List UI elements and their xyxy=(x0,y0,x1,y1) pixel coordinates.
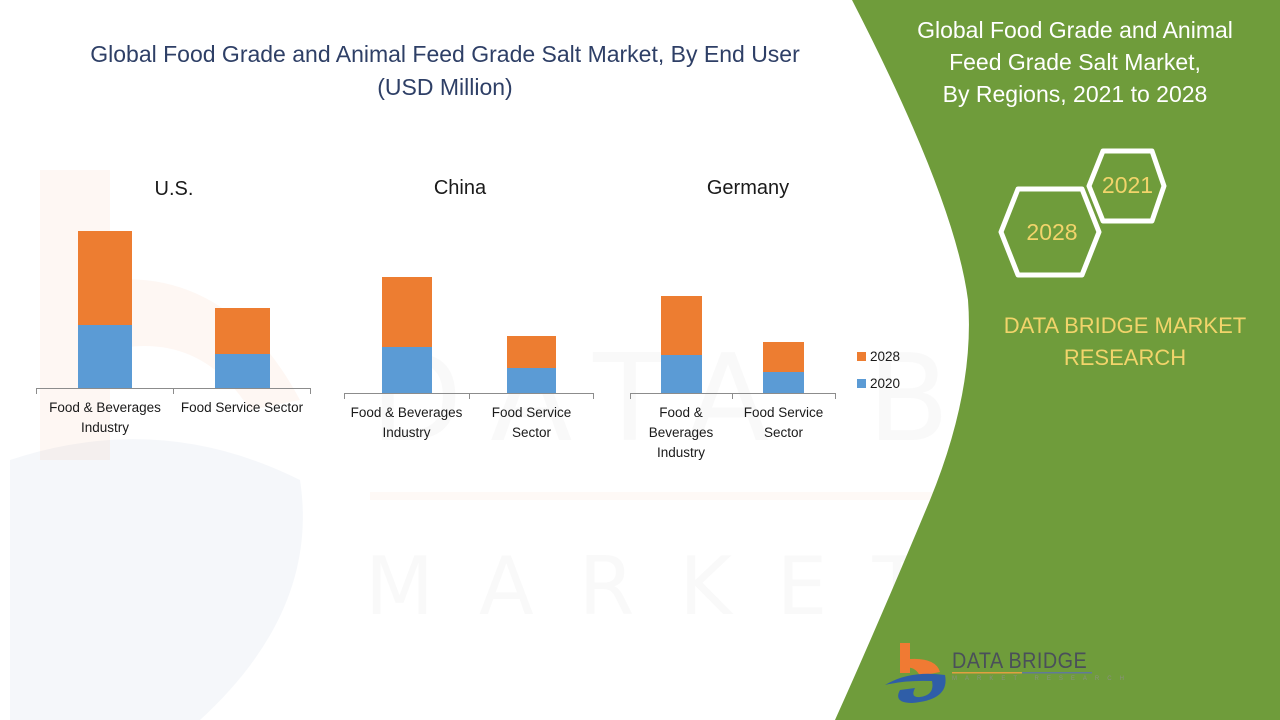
logo-subtitle: MARKET RESEARCH xyxy=(952,676,1132,682)
legend-swatch-blue-icon xyxy=(857,379,866,388)
bar-segment-2020 xyxy=(661,355,702,393)
hexagon-2028-label: 2028 xyxy=(1026,219,1078,245)
bar-us-food-service xyxy=(215,308,270,388)
bar-us-food-beverages xyxy=(78,231,132,388)
category-label-food-beverages: Food & Beverages Industry xyxy=(49,400,161,435)
data-bridge-logo-icon xyxy=(885,643,1092,703)
bar-germany-food-service xyxy=(763,342,804,393)
category-label-food-beverages: Food & Beverages Industry xyxy=(648,405,714,460)
logo-name: DATA BRIDGE xyxy=(952,648,1088,673)
bar-segment-2028 xyxy=(661,296,702,355)
chart-title-germany: Germany xyxy=(706,177,790,199)
bar-segment-2028 xyxy=(507,336,556,368)
hexagon-2021-shape xyxy=(1086,148,1167,224)
category-label-food-service: Food Service Sector xyxy=(491,405,572,440)
watermark-divider xyxy=(370,492,1220,500)
axis-tick xyxy=(173,388,174,394)
axis-tick xyxy=(36,388,37,394)
axis-tick xyxy=(344,393,345,399)
hexagon-2028-shape xyxy=(998,186,1102,278)
legend-item-2028: 2028 xyxy=(857,349,900,364)
chart-title-china: China xyxy=(433,177,487,199)
x-axis-china xyxy=(344,393,593,394)
axis-tick xyxy=(593,393,594,399)
bar-segment-2020 xyxy=(763,372,804,393)
bar-china-food-service xyxy=(507,336,556,393)
brand-text: DATA BRIDGE MARKET RESEARCH xyxy=(1003,313,1247,370)
bar-segment-2028 xyxy=(215,308,270,354)
side-panel-title: Global Food Grade and Animal Feed Grade … xyxy=(917,17,1233,107)
main-title-line1: Global Food Grade and Animal Feed Grade … xyxy=(90,41,800,67)
axis-tick xyxy=(630,393,631,399)
bar-china-food-beverages xyxy=(382,277,432,393)
bar-segment-2020 xyxy=(78,325,132,388)
axis-tick xyxy=(835,393,836,399)
axis-tick xyxy=(732,393,733,399)
axis-tick xyxy=(469,393,470,399)
main-title: Global Food Grade and Animal Feed Grade … xyxy=(40,38,850,104)
category-label-food-beverages: Food & Beverages Industry xyxy=(350,405,463,440)
category-label-food-service: Food Service Sector xyxy=(180,400,304,415)
chart-title-us: U.S. xyxy=(154,178,194,200)
bar-segment-2020 xyxy=(382,347,432,393)
axis-tick xyxy=(310,388,311,394)
legend-swatch-orange-icon xyxy=(857,352,866,361)
bar-segment-2028 xyxy=(382,277,432,347)
hexagon-2021-label: 2021 xyxy=(1101,172,1154,198)
bar-segment-2020 xyxy=(507,368,556,393)
main-title-line2: (USD Million) xyxy=(377,74,513,100)
bar-segment-2028 xyxy=(763,342,804,372)
legend-item-2020: 2020 xyxy=(857,376,900,391)
bar-segment-2028 xyxy=(78,231,132,325)
category-label-food-service: Food Service Sector xyxy=(743,405,824,440)
bar-segment-2020 xyxy=(215,354,270,388)
bar-germany-food-beverages xyxy=(661,296,702,393)
